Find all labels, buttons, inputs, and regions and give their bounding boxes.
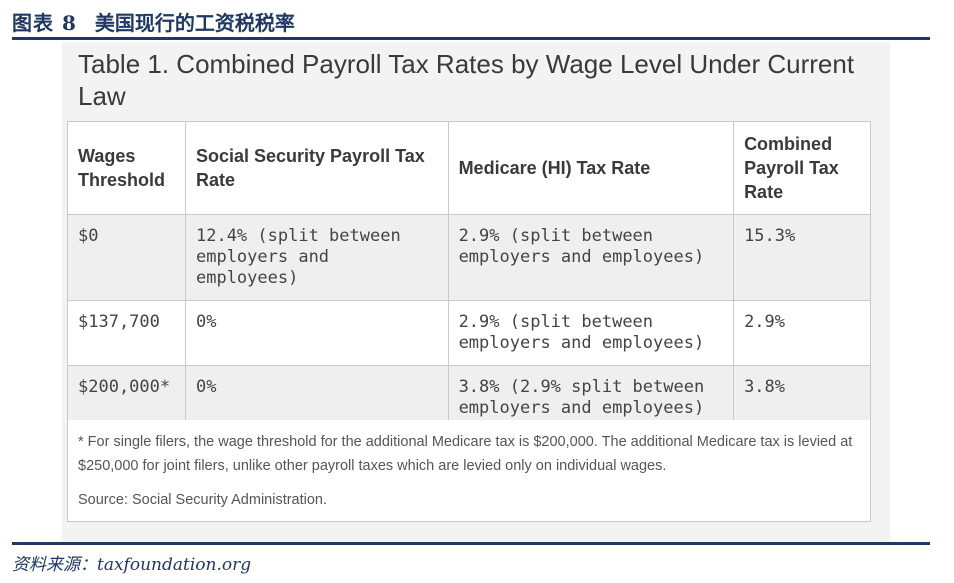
header-social-security-rate: Social Security Payroll Tax Rate [184,121,449,215]
figure-label: 图表 8 [12,11,77,35]
figure-title: 美国现行的工资税税率 [94,11,295,35]
table-header-row: Wages Threshold Social Security Payroll … [67,121,871,215]
cell-threshold: $0 [67,214,186,301]
cell-combined: 2.9% [733,300,871,366]
table-row: $0 12.4% (split between employers and em… [67,214,871,301]
header-combined-rate: Combined Payroll Tax Rate [733,121,871,215]
figure-header: 图表 8 美国现行的工资税税率 [12,6,930,40]
footnote-text: * For single filers, the wage threshold … [78,434,853,474]
bottom-divider [12,542,930,545]
header-wages-threshold: Wages Threshold [67,121,186,215]
cell-combined: 15.3% [733,214,871,301]
header-medicare-rate: Medicare (HI) Tax Rate [447,121,735,215]
table-footnote: * For single filers, the wage threshold … [67,420,871,522]
cell-threshold: $137,700 [67,300,186,366]
cell-social-security: 12.4% (split between employers and emplo… [184,214,449,301]
payroll-tax-table: Wages Threshold Social Security Payroll … [67,121,871,431]
cell-social-security: 0% [184,300,449,366]
source-line: 资料来源：taxfoundation.org [12,555,252,575]
table-row: $137,700 0% 2.9% (split between employer… [67,300,871,366]
table-source: Source: Social Security Administration. [78,492,328,508]
table-title: Table 1. Combined Payroll Tax Rates by W… [78,49,855,111]
cell-medicare: 2.9% (split between employers and employ… [447,214,735,301]
cell-medicare: 2.9% (split between employers and employ… [447,300,735,366]
